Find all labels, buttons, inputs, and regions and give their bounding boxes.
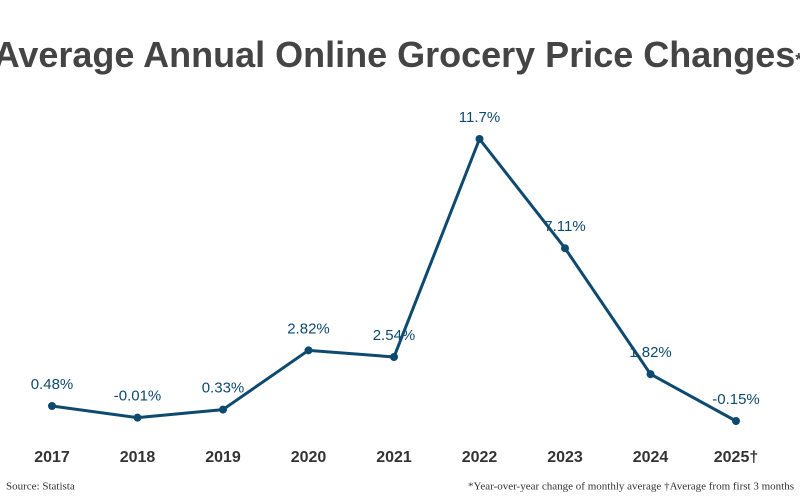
x-tick-label: 2025† bbox=[714, 449, 759, 466]
value-label: 7.11% bbox=[544, 218, 585, 235]
point bbox=[304, 346, 313, 355]
x-tick-label: 2018 bbox=[120, 449, 156, 466]
value-label: 2.82% bbox=[287, 320, 330, 337]
point bbox=[48, 402, 56, 411]
chart-title: Average Annual Online Grocery Price Chan… bbox=[0, 34, 800, 75]
value-label: -0.15% bbox=[712, 391, 760, 408]
point bbox=[390, 352, 398, 361]
value-label: -0.01% bbox=[114, 388, 162, 405]
x-tick-label: 2022 bbox=[462, 449, 498, 466]
line bbox=[51, 137, 737, 423]
x-tick-label: 2021 bbox=[376, 449, 412, 466]
x-tick-label: 2024 bbox=[633, 449, 669, 466]
value-label: 0.48% bbox=[31, 376, 74, 393]
title-text: Average Annual Online Grocery Price Chan… bbox=[0, 34, 795, 75]
value-label: 11.7% bbox=[459, 109, 500, 126]
point bbox=[732, 417, 740, 425]
value-label: 2.54% bbox=[373, 327, 416, 344]
source: Source: Statista bbox=[6, 481, 75, 493]
x-tick-label: 2019 bbox=[205, 449, 241, 466]
point bbox=[133, 413, 142, 422]
point bbox=[475, 135, 484, 143]
x-tick-label: 2017 bbox=[34, 449, 70, 466]
point bbox=[561, 244, 569, 253]
value-label: 0.33% bbox=[202, 380, 245, 397]
title-note: * bbox=[795, 50, 800, 70]
x-tick-label: 2020 bbox=[291, 449, 327, 466]
point bbox=[646, 370, 655, 379]
point bbox=[219, 405, 227, 414]
x-tick-label: 2023 bbox=[547, 449, 583, 466]
value-label: 1.82% bbox=[629, 344, 672, 361]
footnote: *Year-over-year change of monthly averag… bbox=[468, 481, 794, 493]
